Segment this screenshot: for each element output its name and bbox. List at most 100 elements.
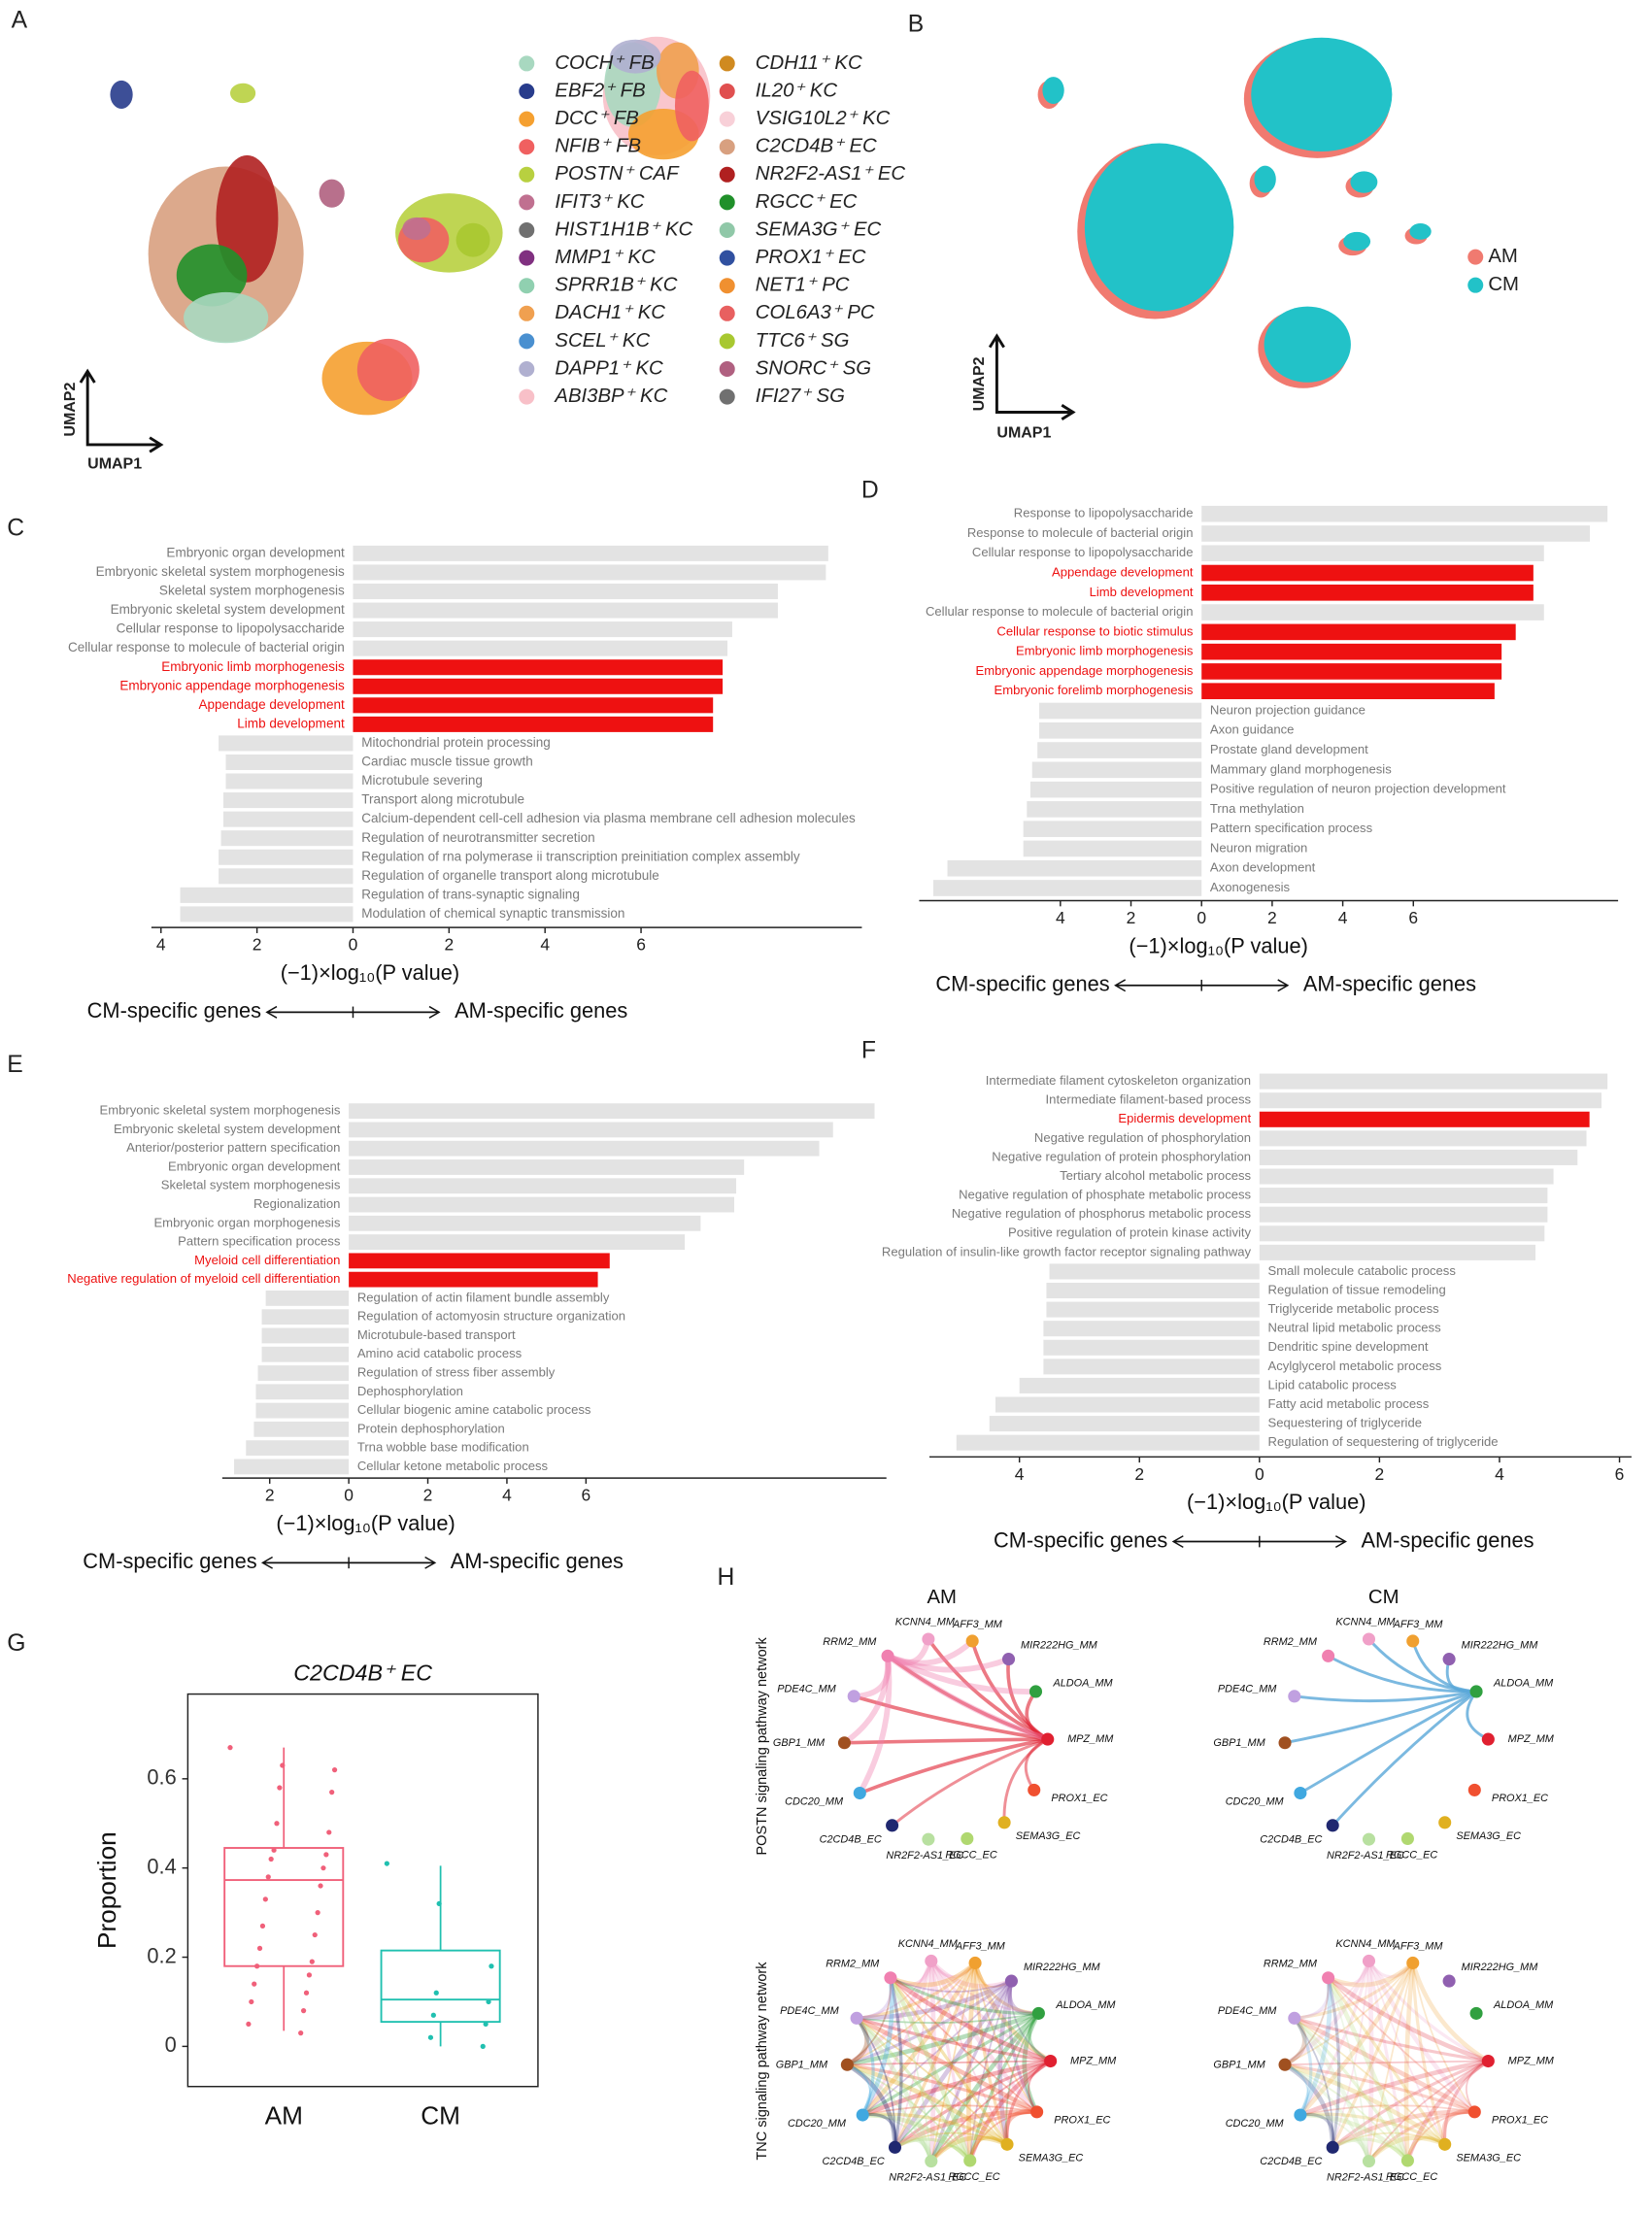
bar-label: Mitochondrial protein processing [361, 735, 551, 750]
network-node [1001, 1653, 1016, 1666]
bar-label: Regulation of actin filament bundle asse… [357, 1290, 610, 1304]
node-label: NR2F2-AS1_EC [1327, 2172, 1404, 2184]
network-edge [886, 1653, 1010, 1673]
legend-swatch [719, 305, 735, 321]
network-edge [1327, 1961, 1415, 1988]
legend-label: RGCC⁺ EC [756, 191, 858, 213]
network-edge [886, 1638, 975, 1666]
network-edge [1298, 1962, 1415, 2117]
network-node [1406, 1956, 1420, 1969]
bar [1259, 1092, 1602, 1109]
network-edge [1367, 1960, 1414, 1979]
node-label: PDE4C_MM [780, 2005, 839, 2017]
node-label: ALDOA_MM [1493, 1678, 1554, 1690]
node-label: KCNN4_MM [1335, 1938, 1396, 1950]
network-edge [1293, 2016, 1476, 2114]
data-point [249, 1998, 254, 2005]
network-edge [1332, 1690, 1477, 1827]
legend-label: COL6A3⁺ PC [756, 302, 875, 323]
network-edge [1332, 2131, 1446, 2149]
bar-label: Embryonic forelimb morphogenesis [995, 683, 1194, 697]
legend-label: AM [1488, 246, 1518, 267]
data-point [256, 1945, 263, 1951]
node-label: SEMA3G_EC [1456, 1830, 1521, 1842]
x-tick-label: 6 [582, 1486, 591, 1505]
x-tick-label: 0 [1197, 908, 1206, 927]
arrow-head [1171, 1535, 1184, 1548]
network-edge [1466, 1691, 1489, 1741]
legend-label: SEMA3G⁺ EC [756, 218, 882, 240]
column-title: CM [1368, 1587, 1399, 1608]
node-label: CDC20_MM [1226, 2118, 1285, 2130]
bar [1259, 1206, 1548, 1223]
arrow-head [1114, 979, 1127, 992]
network-edge [1327, 1975, 1490, 2063]
network-node [1467, 2105, 1481, 2119]
network-edge [1298, 1977, 1332, 2117]
x-axis-title: (−1)×log₁₀(P value) [281, 960, 459, 985]
data-point [280, 1762, 286, 1768]
legend-swatch [719, 84, 735, 100]
network-edge [1293, 2016, 1371, 2163]
bar [995, 1396, 1260, 1413]
network-node [1442, 1653, 1456, 1666]
x-tick-label: 2 [265, 1486, 275, 1505]
bar-label: Pattern specification process [178, 1234, 341, 1249]
bar [1201, 584, 1534, 601]
network-edge [856, 2017, 896, 2148]
bar [180, 906, 354, 922]
bar [1031, 761, 1202, 779]
bar [225, 773, 354, 789]
bar-label: Positive regulation of protein kinase ac… [1008, 1225, 1252, 1240]
legend-swatch [519, 84, 535, 100]
data-point [303, 1990, 310, 1996]
network-edge [1010, 1980, 1052, 2063]
network-node [963, 2154, 977, 2167]
x-tick-label: 6 [1408, 908, 1418, 927]
node-label: KCNN4_MM [898, 1938, 959, 1950]
bar [1039, 721, 1202, 739]
network-edge [886, 1653, 1049, 1742]
legend-label: PROX1⁺ EC [756, 247, 866, 268]
bar [255, 1384, 350, 1400]
legend-swatch [519, 55, 535, 72]
bar [349, 1271, 598, 1288]
bar [353, 678, 724, 694]
network-edge [889, 1976, 1009, 2146]
network-edge [1299, 2059, 1489, 2118]
network-edge [1299, 2112, 1446, 2146]
network-edge [844, 1737, 1048, 1745]
x-tick-label: 2 [253, 935, 262, 955]
network-node [1322, 1971, 1335, 1985]
network-edge [1443, 2060, 1490, 2145]
data-point [312, 1931, 318, 1938]
x-tick-label: 4 [1495, 1464, 1504, 1484]
network-edge [930, 1960, 1039, 2015]
bar-label: Negative regulation of phosphorylation [1034, 1130, 1251, 1145]
bar-label: Regulation of rna polymerase ii transcri… [361, 849, 800, 863]
data-point [254, 1963, 260, 1969]
x-tick-label: 2 [423, 1486, 433, 1505]
network-edge [929, 2135, 1008, 2164]
node-label: GBP1_MM [776, 2060, 828, 2071]
network-node [1030, 2105, 1044, 2119]
bar [219, 868, 354, 885]
cell-cluster [184, 291, 269, 344]
network-edge [1283, 2063, 1335, 2148]
network-edge [889, 1975, 1052, 2063]
node-label: GBP1_MM [773, 1737, 826, 1749]
network-edge [890, 1977, 1038, 2113]
network-node [1294, 2108, 1307, 2122]
bar-label: Cellular response to molecule of bacteri… [926, 604, 1194, 619]
network-edge [1405, 2059, 1490, 2162]
legend-label: SNORC⁺ SG [756, 357, 871, 379]
network-edge [1367, 2110, 1475, 2163]
network-edge [893, 2060, 1052, 2149]
network-node [1044, 2055, 1058, 2068]
bar [353, 697, 714, 714]
legend-label: DACH1⁺ KC [555, 302, 665, 323]
bar [1259, 1168, 1554, 1185]
node-label: MIR222HG_MM [1021, 1640, 1098, 1652]
x-tick-label: 0 [1255, 1464, 1264, 1484]
